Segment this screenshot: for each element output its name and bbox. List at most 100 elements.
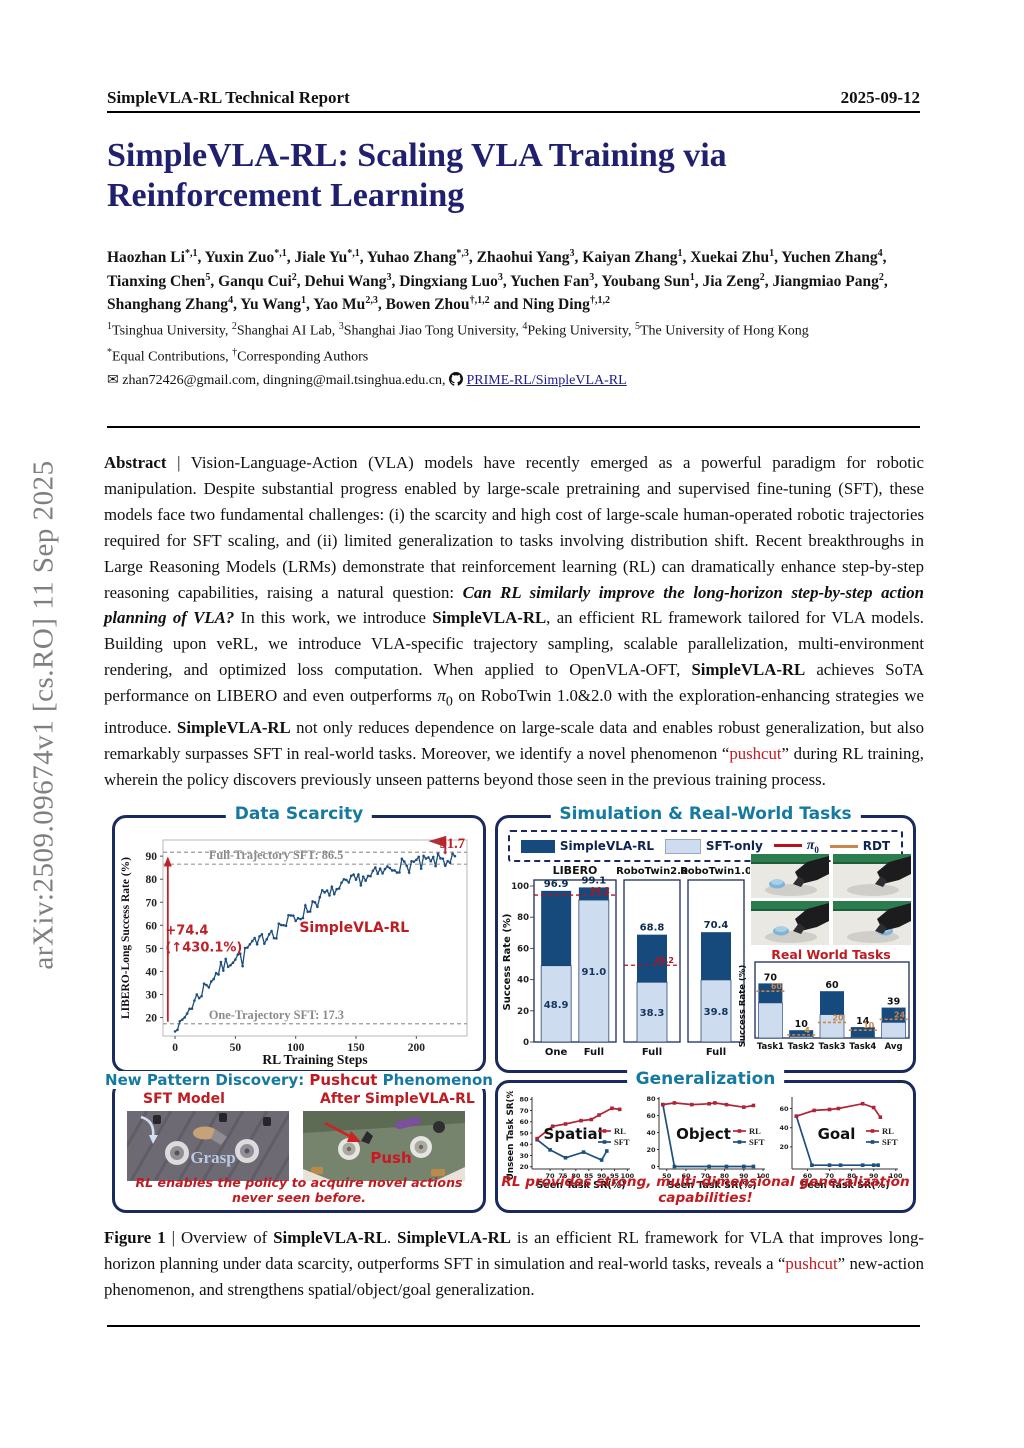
svg-text:Seen Task SR(%): Seen Task SR(%): [800, 1180, 889, 1191]
svg-text:0: 0: [172, 1042, 178, 1054]
text-segment: SimpleVLA-RL: [176, 718, 291, 738]
svg-text:0: 0: [651, 1163, 656, 1171]
svg-text:91.7: 91.7: [440, 836, 465, 852]
svg-text:20: 20: [519, 1163, 529, 1171]
text-segment: .: [386, 1228, 398, 1247]
svg-text:60: 60: [519, 1118, 529, 1126]
panel-title-pushcut: New Pattern Discovery: Pushcut Phenomeno…: [96, 1071, 502, 1089]
rw-bar-Task2: 104 Task2: [787, 1019, 816, 1052]
author-name: Yu Wang: [240, 296, 302, 314]
svg-text:Full: Full: [706, 1047, 726, 1058]
robot-frame-1: [751, 854, 829, 898]
svg-text:+74.4: +74.4: [165, 924, 208, 939]
text-segment: ” new-action phenomenon, and strengthens…: [104, 1253, 924, 1299]
text-segment: SimpleVLA-RL: [273, 1228, 387, 1247]
contact-line: ✉ zhan72426@gmail.com, dingning@mail.tsi…: [107, 372, 923, 391]
panel-data-scarcity: Data Scarcity 0 50 100 150 200 20 30 40 50 60 70 80…: [112, 804, 486, 1073]
svg-text:Goal: Goal: [818, 1125, 856, 1143]
text-segment: SimpleVLA-RL: [691, 660, 806, 680]
svg-text:Grasp: Grasp: [190, 1148, 235, 1167]
svg-text:60: 60: [779, 1105, 789, 1113]
svg-text:75: 75: [558, 1172, 568, 1180]
svg-text:80: 80: [847, 1172, 857, 1180]
text-segment: not only reduces dependence on large-sca…: [104, 718, 924, 764]
text-segment: achieves SoTA performance on LIBERO and …: [104, 660, 924, 706]
svg-text:38.3: 38.3: [640, 1008, 665, 1019]
repo-link[interactable]: PRIME-RL/SimpleVLA-RL: [466, 373, 627, 388]
text-segment: pushcut: [729, 744, 782, 764]
svg-text:39.8: 39.8: [704, 1007, 729, 1018]
svg-text:50: 50: [230, 1042, 242, 1054]
svg-text:SFT: SFT: [749, 1137, 765, 1147]
text-segment: , an efficient RL framework tailored for…: [104, 608, 924, 680]
author-name: Yuxin Zuo: [204, 249, 275, 267]
svg-text:70: 70: [146, 897, 158, 909]
svg-text:40: 40: [146, 966, 158, 978]
svg-text:10: 10: [795, 1019, 809, 1030]
panel-title-generalization: Generalization: [626, 1069, 785, 1089]
text-segment: pushcut: [785, 1253, 838, 1273]
svg-text:90: 90: [869, 1172, 879, 1180]
svg-text:20: 20: [146, 1013, 158, 1025]
svg-text:14: 14: [856, 1016, 870, 1027]
svg-text:90: 90: [146, 851, 158, 863]
text-segment: In this work, we introduce: [234, 608, 433, 628]
svg-text:20: 20: [646, 1146, 656, 1154]
text-segment: ” during RL training, wherein the policy…: [104, 744, 924, 790]
svg-text:85: 85: [584, 1172, 594, 1180]
svg-text:Unseen Task SR(%): Unseen Task SR(%): [506, 1091, 516, 1180]
svg-text:10: 10: [863, 1021, 875, 1030]
svg-text:20: 20: [779, 1143, 789, 1151]
svg-text:Seen Task SR(%): Seen Task SR(%): [667, 1180, 756, 1191]
panel-title-data-scarcity: Data Scarcity: [225, 804, 373, 824]
svg-text:Avg: Avg: [885, 1042, 903, 1052]
author-name: Ganqu Cui: [218, 272, 292, 290]
svg-text:100: 100: [756, 1172, 769, 1180]
svg-text:90: 90: [597, 1172, 607, 1180]
svg-text:60: 60: [646, 1112, 656, 1120]
bar-group-RoboTwin1.0: 70.4 39.8 Full: [687, 879, 745, 1058]
github-icon: [449, 372, 464, 390]
svg-text:70: 70: [764, 972, 778, 983]
svg-text:40: 40: [779, 1124, 789, 1132]
svg-text:60: 60: [771, 982, 783, 991]
author-name: Yuhao Zhang: [366, 249, 457, 267]
author-name: Haozhan Li: [107, 249, 185, 267]
text-segment: SimpleVLA-RL: [397, 1228, 511, 1247]
svg-text:SFT: SFT: [882, 1137, 898, 1147]
author-name: Xuekai Zhu: [690, 249, 770, 267]
robot-frame-3: [751, 901, 829, 945]
legend-item: SimpleVLA-RL: [520, 839, 654, 853]
author-name: Jiangmiao Pang: [772, 272, 879, 290]
svg-text:80: 80: [720, 1172, 730, 1180]
author-name: Youbang Sun: [601, 272, 690, 290]
svg-text:LIBERO-Long Success Rate (%): LIBERO-Long Success Rate (%): [120, 857, 132, 1019]
text-segment: 0: [445, 694, 453, 710]
svg-text:Success Rate (%): Success Rate (%): [502, 914, 513, 1011]
svg-text:Seen Task SR(%): Seen Task SR(%): [536, 1180, 625, 1191]
email-addresses: zhan72426@gmail.com, dingning@mail.tsing…: [122, 373, 446, 388]
robot-frame-4: [832, 901, 911, 945]
svg-text:Full: Full: [584, 1047, 604, 1058]
text-segment: on RoboTwin 1.0&2.0 with the exploration…: [104, 686, 924, 738]
figure-1: Data Scarcity 0 50 100 150 200 20 30 40 50 60 70 80…: [96, 804, 920, 1215]
svg-text:SimpleVLA-RL: SimpleVLA-RL: [299, 920, 409, 936]
svg-text:Task3: Task3: [818, 1042, 845, 1052]
svg-text:80: 80: [571, 1172, 581, 1180]
author-name: Zhaohui Yang: [476, 249, 570, 267]
svg-text:4: 4: [804, 1026, 810, 1035]
svg-text:One: One: [545, 1047, 568, 1058]
svg-text:RL: RL: [882, 1126, 894, 1136]
svg-text:60: 60: [825, 980, 839, 991]
legend-item: RDT: [829, 839, 890, 853]
svg-text:48.9: 48.9: [544, 1000, 569, 1011]
svg-text:Push: Push: [370, 1149, 411, 1167]
author-name: Bowen Zhou: [385, 296, 470, 314]
svg-text:50: 50: [662, 1172, 672, 1180]
svg-text:200: 200: [408, 1042, 426, 1054]
svg-text:99.1: 99.1: [582, 875, 607, 886]
pushcut-right-label: After SimpleVLA-RL: [320, 1091, 475, 1107]
